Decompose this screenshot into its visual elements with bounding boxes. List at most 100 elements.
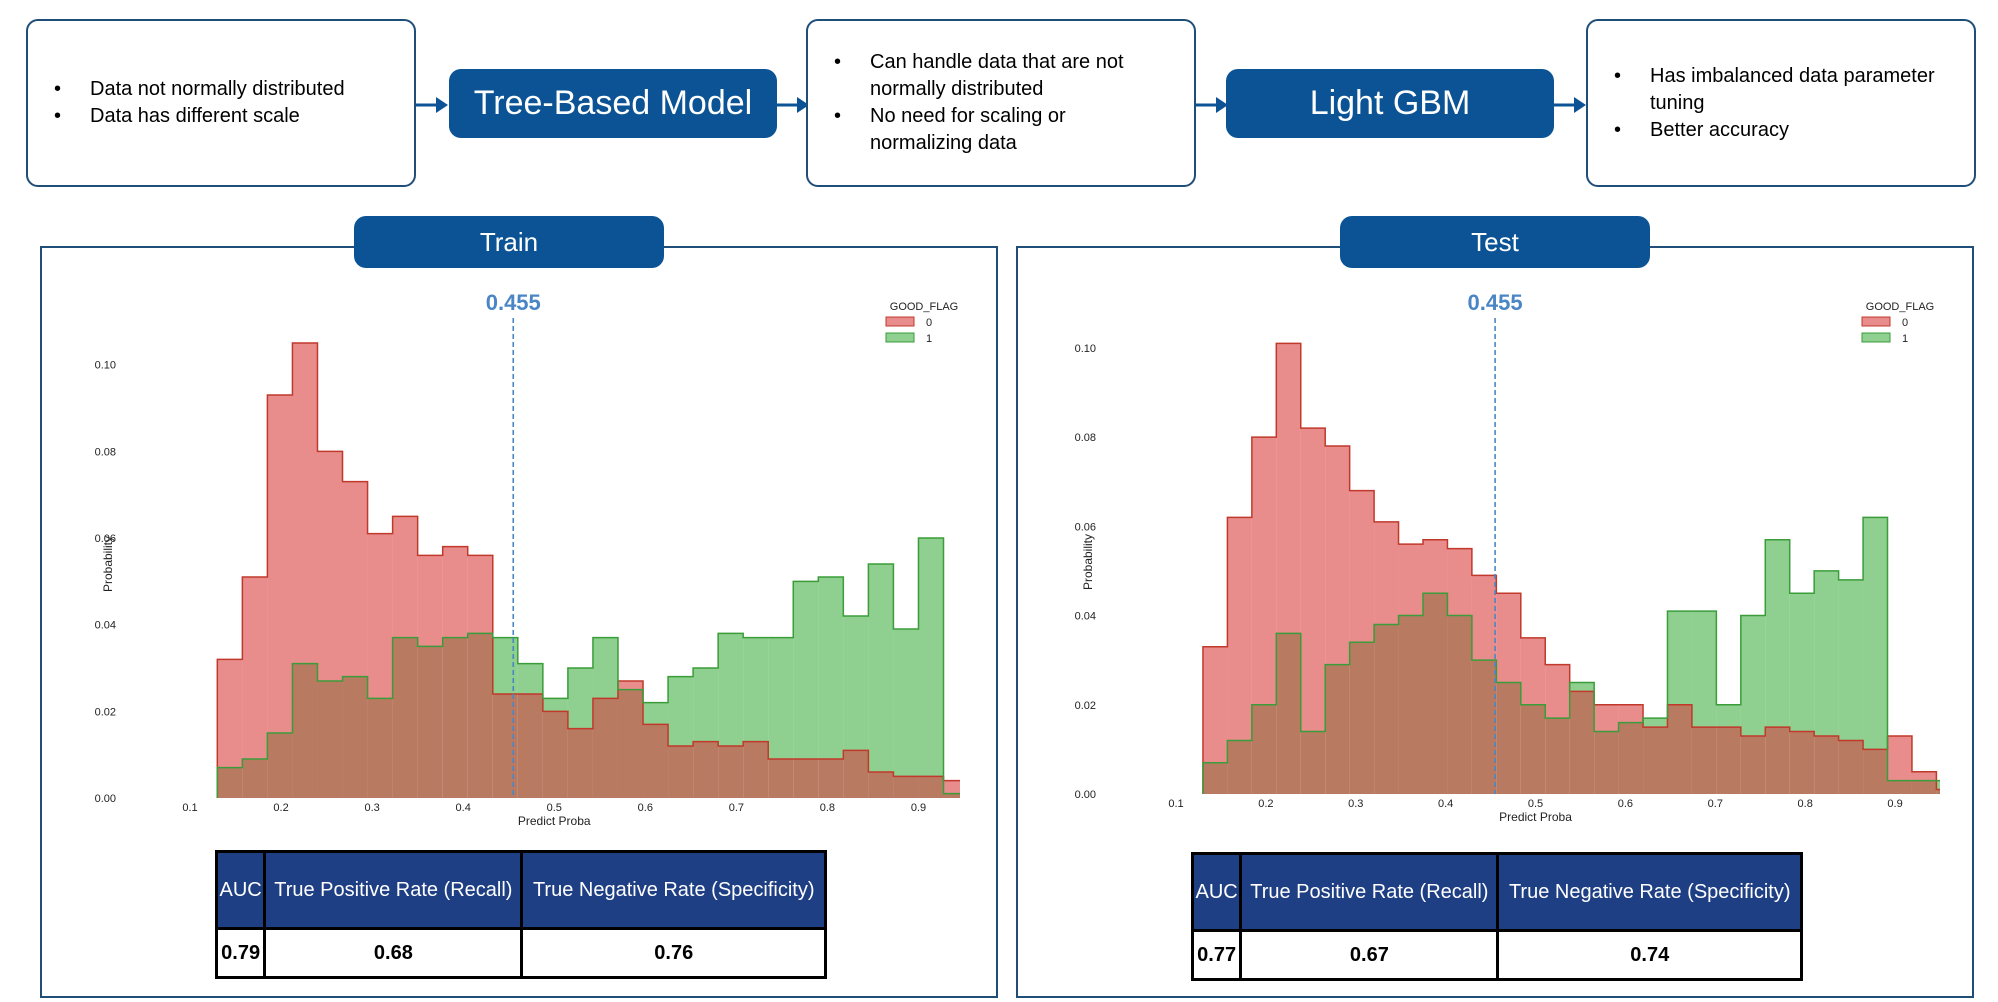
train-metrics-table: AUC True Positive Rate (Recall) True Neg… <box>214 850 827 979</box>
histogram-bar-upper <box>292 343 318 664</box>
histogram-bar-overlap <box>1276 633 1301 794</box>
threshold-label: 0.455 <box>1468 290 1523 315</box>
metrics-header-auc: AUC <box>214 850 267 930</box>
histogram-bar-upper <box>1594 704 1619 732</box>
legend-label-1: 1 <box>926 333 932 345</box>
histogram-bar-upper <box>267 395 293 733</box>
arrow-right-icon <box>1554 97 1586 113</box>
threshold-label: 0.455 <box>486 290 541 315</box>
histogram-bar-overlap <box>768 759 794 798</box>
x-tick-label: 0.3 <box>364 802 379 814</box>
histogram-bar-overlap <box>1325 664 1350 794</box>
x-tick-label: 0.3 <box>1348 798 1363 810</box>
histogram-bar-overlap <box>1398 615 1423 794</box>
histogram-bar-upper <box>442 546 468 638</box>
histogram-bar-upper <box>1863 517 1888 750</box>
y-axis-label: Probability <box>101 536 115 592</box>
histogram-bar-overlap <box>367 698 393 798</box>
histogram-bar-overlap <box>843 750 869 798</box>
histogram-bar-upper <box>1520 637 1546 705</box>
x-tick-label: 0.1 <box>182 802 197 814</box>
histogram-bar-overlap <box>1667 704 1692 794</box>
histogram-bar-overlap <box>1227 740 1252 794</box>
x-tick-label: 0.5 <box>1528 798 1543 810</box>
x-tick-label: 0.1 <box>1168 798 1183 810</box>
histogram-bar-overlap <box>1349 642 1375 794</box>
y-tick-label: 0.06 <box>95 533 116 545</box>
histogram-bar-overlap <box>1422 593 1448 794</box>
histogram-bar-upper <box>1691 611 1717 728</box>
arrow-right-icon <box>1196 97 1228 113</box>
histogram-bar-upper <box>1398 544 1423 616</box>
series-outline-1 <box>1202 516 1940 794</box>
metrics-value-auc: 0.79 <box>214 927 267 979</box>
histogram-bar-upper <box>1618 704 1644 723</box>
metrics-value-tpr: 0.67 <box>1239 929 1500 981</box>
y-tick-label: 0.00 <box>1075 789 1096 801</box>
x-axis-label: Predict Proba <box>518 814 591 828</box>
tree-based-model-step: Tree-Based Model <box>449 69 777 138</box>
histogram-bar-upper <box>668 676 694 746</box>
histogram-bar-overlap <box>292 663 318 798</box>
histogram-bar-upper <box>1911 771 1937 781</box>
histogram-bar-overlap <box>1814 736 1839 794</box>
metrics-value-auc: 0.77 <box>1190 929 1243 981</box>
histogram-bar-overlap <box>1471 660 1497 794</box>
histogram-bar-upper <box>592 637 618 699</box>
metrics-header-tnr: True Negative Rate (Specificity) <box>1496 852 1803 932</box>
y-tick-label: 0.04 <box>95 620 116 632</box>
histogram-bar-overlap <box>1887 780 1912 794</box>
histogram-bar-upper <box>1667 611 1692 705</box>
histogram-bar-upper <box>242 577 268 759</box>
histogram-bar-upper <box>1814 570 1839 736</box>
x-tick-label: 0.6 <box>638 802 653 814</box>
legend-swatch-0 <box>885 316 915 327</box>
histogram-bar-overlap <box>467 633 493 798</box>
legend-label-0: 0 <box>1902 317 1908 329</box>
histogram-bar-upper <box>943 780 960 794</box>
histogram-bar-upper <box>1887 736 1912 781</box>
x-tick-label: 0.5 <box>547 802 562 814</box>
test-metrics-table: AUC True Positive Rate (Recall) True Neg… <box>1190 852 1803 981</box>
histogram-bar-upper <box>793 581 819 759</box>
histogram-bar-overlap <box>617 689 644 798</box>
histogram-bar-upper <box>1545 664 1570 719</box>
legend-title: GOOD_FLAG <box>1866 301 1934 313</box>
histogram-bar-overlap <box>693 741 719 798</box>
flow-bullet: Data has different scale <box>54 103 345 130</box>
histogram-bar-overlap <box>893 776 919 798</box>
histogram-bar-overlap <box>242 759 268 798</box>
metrics-header-tnr: True Negative Rate (Specificity) <box>520 850 827 930</box>
histogram-bar-overlap <box>1691 727 1717 794</box>
histogram-bar-upper <box>567 668 593 729</box>
histogram-bar-overlap <box>918 776 944 798</box>
flow-bullet: Data not normally distributed <box>54 76 345 103</box>
legend-swatch-0 <box>1861 316 1891 327</box>
flow-box-tree-benefits: Can handle data that are not normally di… <box>806 19 1196 187</box>
histogram-bar-overlap <box>542 711 568 798</box>
metrics-header-tpr: True Positive Rate (Recall) <box>1239 852 1500 932</box>
x-tick-label: 0.7 <box>729 802 744 814</box>
histogram-bar-upper <box>1422 539 1448 594</box>
histogram-bar-upper <box>1325 446 1350 665</box>
series-outline-0 <box>1202 342 1940 794</box>
y-tick-label: 0.02 <box>95 706 116 718</box>
flow-bullet: Can handle data that are not normally di… <box>834 49 1170 103</box>
histogram-bar-overlap <box>668 746 694 798</box>
series-outline-0 <box>216 342 960 798</box>
legend-swatch-1 <box>885 332 915 343</box>
histogram-bar-overlap <box>1789 731 1815 794</box>
histogram-bar-upper <box>743 637 769 742</box>
y-tick-label: 0.08 <box>1075 432 1096 444</box>
y-tick-label: 0.00 <box>95 793 116 805</box>
histogram-bar-overlap <box>1374 624 1399 794</box>
flow-box-data-issues: Data not normally distributed Data has d… <box>26 19 416 187</box>
histogram-bar-overlap <box>1716 727 1741 794</box>
metrics-header-tpr: True Positive Rate (Recall) <box>263 850 524 930</box>
histogram-bar-upper <box>1251 437 1277 705</box>
histogram-bar-overlap <box>217 767 243 798</box>
x-tick-label: 0.4 <box>1438 798 1453 810</box>
histogram-bar-upper <box>417 555 443 647</box>
legend-label-1: 1 <box>1902 333 1908 345</box>
histogram-bar-upper <box>843 616 869 751</box>
